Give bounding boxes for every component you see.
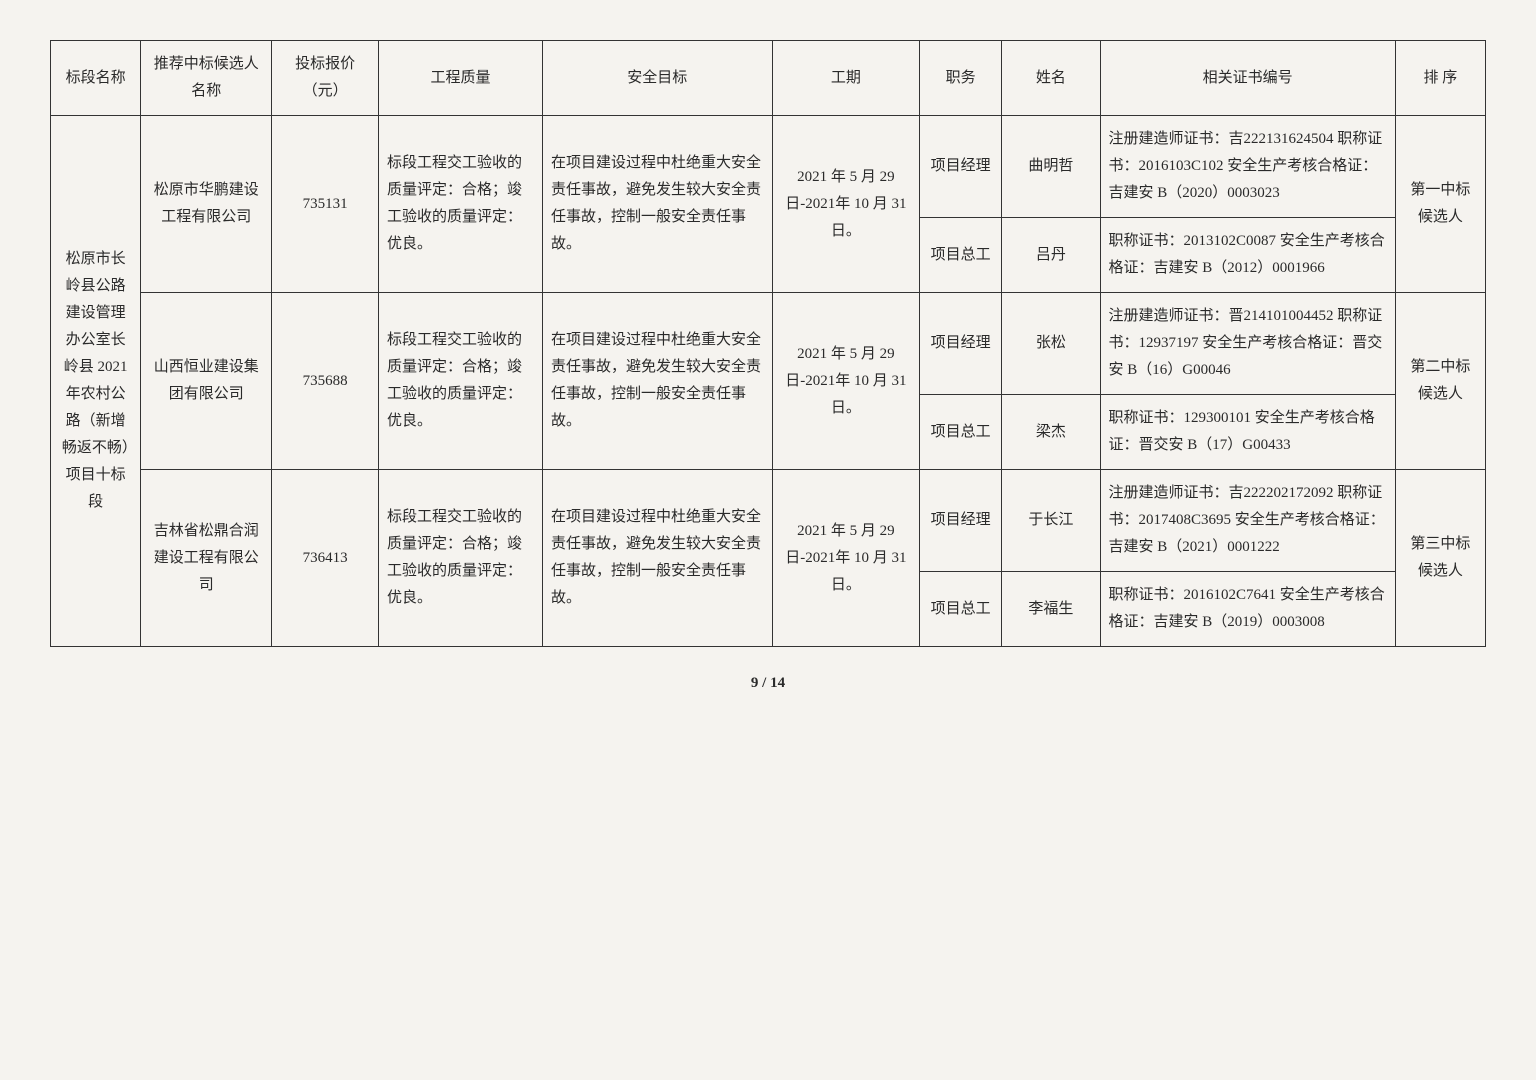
role-cell: 项目总工 [920, 218, 1002, 293]
header-row: 标段名称 推荐中标候选人名称 投标报价（元） 工程质量 安全目标 工期 职务 姓… [51, 41, 1486, 116]
rank-cell: 第一中标候选人 [1395, 116, 1485, 293]
header-role: 职务 [920, 41, 1002, 116]
name-cell: 吕丹 [1002, 218, 1100, 293]
header-cert: 相关证书编号 [1100, 41, 1395, 116]
quality-cell: 标段工程交工验收的质量评定：合格；竣工验收的质量评定：优良。 [378, 470, 542, 647]
table-row: 吉林省松鼎合润建设工程有限公司 736413 标段工程交工验收的质量评定：合格；… [51, 470, 1486, 572]
safety-cell: 在项目建设过程中杜绝重大安全责任事故，避免发生较大安全责任事故，控制一般安全责任… [542, 293, 772, 470]
cert-cell: 注册建造师证书：吉222202172092 职称证书：2017408C3695 … [1100, 470, 1395, 572]
bid-cell: 735131 [272, 116, 379, 293]
role-cell: 项目经理 [920, 293, 1002, 395]
role-cell: 项目总工 [920, 395, 1002, 470]
period-cell: 2021 年 5 月 29 日-2021年 10 月 31 日。 [772, 116, 920, 293]
name-cell: 于长江 [1002, 470, 1100, 572]
period-cell: 2021 年 5 月 29 日-2021年 10 月 31 日。 [772, 293, 920, 470]
cert-cell: 职称证书：2016102C7641 安全生产考核合格证：吉建安 B（2019）0… [1100, 572, 1395, 647]
section-name-cell: 松原市长岭县公路建设管理办公室长岭县 2021 年农村公路（新增畅返不畅）项目十… [51, 116, 141, 647]
header-rank: 排 序 [1395, 41, 1485, 116]
cert-cell: 注册建造师证书：晋214101004452 职称证书：12937197 安全生产… [1100, 293, 1395, 395]
page-number: 9 / 14 [50, 675, 1486, 692]
page-sep: / [758, 675, 770, 691]
table-row: 松原市长岭县公路建设管理办公室长岭县 2021 年农村公路（新增畅返不畅）项目十… [51, 116, 1486, 218]
name-cell: 曲明哲 [1002, 116, 1100, 218]
name-cell: 梁杰 [1002, 395, 1100, 470]
company-cell: 吉林省松鼎合润建设工程有限公司 [141, 470, 272, 647]
header-quality: 工程质量 [378, 41, 542, 116]
quality-cell: 标段工程交工验收的质量评定：合格；竣工验收的质量评定：优良。 [378, 116, 542, 293]
role-cell: 项目经理 [920, 116, 1002, 218]
cert-cell: 职称证书：129300101 安全生产考核合格证：晋交安 B（17）G00433 [1100, 395, 1395, 470]
company-cell: 松原市华鹏建设工程有限公司 [141, 116, 272, 293]
safety-cell: 在项目建设过程中杜绝重大安全责任事故，避免发生较大安全责任事故，控制一般安全责任… [542, 470, 772, 647]
role-cell: 项目经理 [920, 470, 1002, 572]
rank-cell: 第三中标候选人 [1395, 470, 1485, 647]
page-total: 14 [770, 675, 785, 691]
cert-cell: 职称证书：2013102C0087 安全生产考核合格证：吉建安 B（2012）0… [1100, 218, 1395, 293]
header-safety: 安全目标 [542, 41, 772, 116]
name-cell: 李福生 [1002, 572, 1100, 647]
header-period: 工期 [772, 41, 920, 116]
company-cell: 山西恒业建设集团有限公司 [141, 293, 272, 470]
cert-cell: 注册建造师证书：吉222131624504 职称证书：2016103C102 安… [1100, 116, 1395, 218]
role-cell: 项目总工 [920, 572, 1002, 647]
header-bid: 投标报价（元） [272, 41, 379, 116]
safety-cell: 在项目建设过程中杜绝重大安全责任事故，避免发生较大安全责任事故，控制一般安全责任… [542, 116, 772, 293]
header-candidate: 推荐中标候选人名称 [141, 41, 272, 116]
name-cell: 张松 [1002, 293, 1100, 395]
period-cell: 2021 年 5 月 29 日-2021年 10 月 31 日。 [772, 470, 920, 647]
header-section: 标段名称 [51, 41, 141, 116]
header-name: 姓名 [1002, 41, 1100, 116]
quality-cell: 标段工程交工验收的质量评定：合格；竣工验收的质量评定：优良。 [378, 293, 542, 470]
rank-cell: 第二中标候选人 [1395, 293, 1485, 470]
bid-cell: 736413 [272, 470, 379, 647]
bid-table: 标段名称 推荐中标候选人名称 投标报价（元） 工程质量 安全目标 工期 职务 姓… [50, 40, 1486, 647]
table-row: 山西恒业建设集团有限公司 735688 标段工程交工验收的质量评定：合格；竣工验… [51, 293, 1486, 395]
bid-cell: 735688 [272, 293, 379, 470]
